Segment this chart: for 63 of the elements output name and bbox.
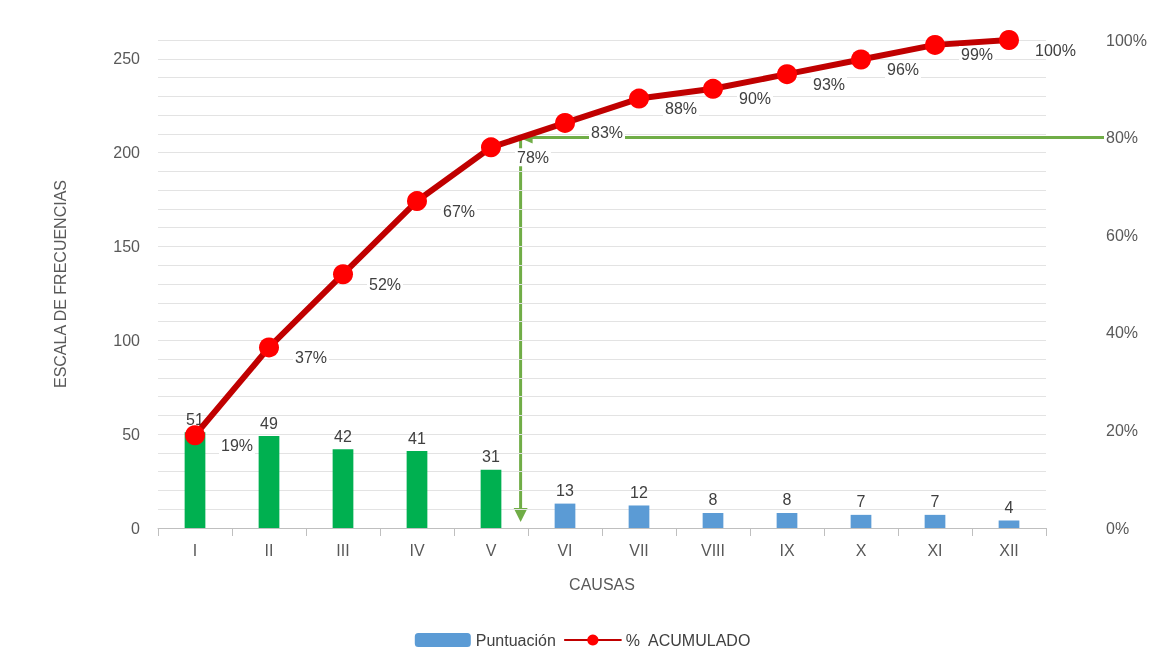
bar	[998, 520, 1020, 528]
data-label: 31	[482, 448, 500, 466]
data-label: 49	[260, 414, 278, 432]
y-tick-label: 250	[113, 50, 141, 68]
y-tick-label: 200	[113, 144, 141, 162]
x-tick-label: VIII	[700, 541, 726, 559]
data-label: 99%	[961, 46, 994, 64]
x-tick-label: XI	[927, 541, 943, 559]
x-tick-label: VII	[629, 541, 649, 559]
legend-label: % ACUMULADO	[625, 631, 751, 649]
y-tick-label: 0	[131, 519, 141, 537]
data-label: 37%	[295, 348, 328, 366]
data-label: 52%	[369, 275, 402, 293]
x-tick-label: IV	[409, 541, 425, 559]
bar	[406, 451, 428, 528]
data-label: 19%	[221, 436, 254, 454]
data-label: 13	[556, 482, 574, 500]
legend-label: Puntuación	[475, 631, 556, 649]
data-label: 78%	[517, 148, 550, 166]
bar	[332, 449, 354, 528]
data-label: 7	[930, 493, 940, 511]
bar	[258, 436, 280, 528]
data-label: 12	[630, 483, 648, 501]
bar	[628, 505, 650, 528]
y2-tick-label: 0%	[1106, 519, 1130, 537]
y2-tick-label: 100%	[1106, 31, 1147, 49]
data-label: 41	[408, 429, 426, 447]
data-label: 4	[1004, 498, 1014, 516]
data-label: 93%	[813, 75, 846, 93]
bar	[924, 514, 946, 528]
data-label: 83%	[591, 124, 624, 142]
x-tick-label: IX	[779, 541, 795, 559]
y2-tick-label: 80%	[1106, 129, 1139, 147]
bar	[702, 512, 724, 528]
y2-tick-label: 60%	[1106, 226, 1139, 244]
y-tick-label: 150	[113, 237, 141, 255]
x-tick-label: X	[855, 541, 867, 559]
data-label: 7	[856, 493, 866, 511]
x-tick-label: I	[192, 541, 198, 559]
data-label: 88%	[665, 100, 698, 118]
data-label: 42	[334, 427, 352, 445]
y-tick-label: 50	[122, 425, 141, 443]
x-tick-label: II	[264, 541, 274, 559]
data-label: 51	[186, 410, 204, 428]
y-tick-label: 100	[113, 331, 141, 349]
bar	[850, 514, 872, 528]
x-tick-label: VI	[557, 541, 573, 559]
bar	[480, 469, 502, 528]
y2-tick-label: 40%	[1106, 324, 1139, 342]
bar	[776, 512, 798, 528]
x-tick-label: V	[485, 541, 497, 559]
y-axis-title: ESCALA DE FRECUENCIAS	[51, 179, 69, 389]
data-label: 100%	[1035, 41, 1076, 59]
data-label: 90%	[739, 90, 772, 108]
data-label: 8	[782, 491, 792, 509]
x-tick-label: XII	[999, 541, 1019, 559]
y2-tick-label: 20%	[1106, 421, 1139, 439]
data-label: 67%	[443, 202, 476, 220]
bar	[554, 503, 576, 528]
x-axis-title: CAUSAS	[569, 575, 635, 593]
x-tick-label: III	[336, 541, 350, 559]
data-label: 96%	[887, 61, 920, 79]
data-label: 8	[708, 491, 718, 509]
